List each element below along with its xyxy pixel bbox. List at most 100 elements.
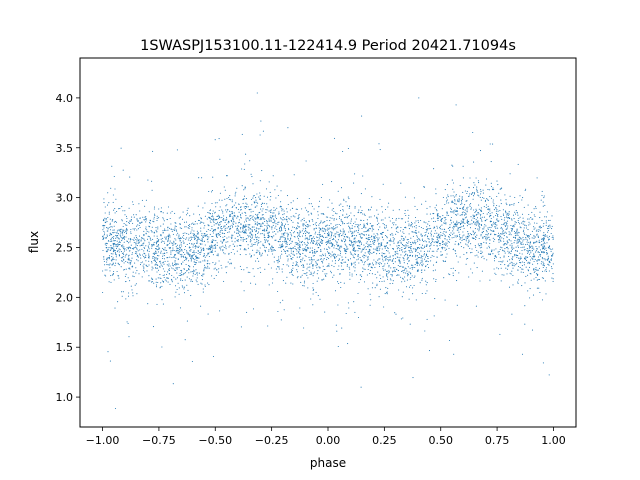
data-point: [165, 280, 168, 282]
data-point: [389, 256, 391, 258]
data-point: [481, 224, 483, 227]
data-point: [300, 231, 302, 233]
data-point: [518, 217, 520, 220]
data-point: [266, 203, 268, 205]
chart-title: 1SWASPJ153100.11-122414.9 Period 20421.7…: [140, 38, 516, 54]
data-point: [227, 261, 229, 263]
data-point: [323, 221, 325, 223]
data-point: [281, 253, 283, 255]
data-point: [446, 245, 448, 247]
data-point: [481, 220, 483, 222]
data-point: [493, 203, 495, 205]
data-point: [466, 208, 468, 210]
data-point: [495, 234, 497, 236]
data-point: [251, 243, 253, 245]
data-point: [487, 211, 490, 214]
data-point: [496, 219, 498, 221]
data-point: [117, 238, 119, 240]
data-point: [360, 251, 362, 253]
data-point: [277, 262, 279, 264]
data-point: [340, 265, 343, 267]
data-point: [406, 254, 409, 256]
data-point: [144, 247, 146, 250]
data-point: [550, 249, 552, 251]
data-point: [473, 215, 475, 217]
data-point: [364, 260, 366, 263]
data-point: [470, 208, 472, 210]
data-point: [216, 215, 218, 217]
data-point: [391, 222, 394, 224]
data-point: [155, 257, 157, 259]
data-point: [342, 228, 344, 230]
data-point: [396, 252, 398, 254]
data-point: [514, 250, 517, 252]
data-point: [450, 211, 452, 213]
data-point: [216, 221, 219, 223]
data-point: [200, 250, 202, 252]
data-point: [501, 237, 503, 239]
data-point: [117, 245, 119, 247]
data-point: [506, 228, 508, 230]
data-point: [467, 245, 469, 247]
data-point: [117, 236, 119, 238]
data-point: [187, 265, 190, 267]
data-point: [400, 235, 402, 237]
data-point: [202, 291, 204, 293]
data-point: [415, 220, 417, 222]
data-point: [114, 208, 116, 210]
data-point: [126, 227, 128, 229]
data-point: [545, 222, 547, 224]
data-point: [312, 220, 314, 222]
data-point: [338, 217, 341, 219]
data-point: [464, 214, 466, 216]
data-point: [443, 260, 445, 263]
data-point: [153, 208, 155, 210]
data-point: [353, 250, 355, 252]
data-point: [167, 244, 169, 246]
data-point: [142, 254, 144, 256]
data-point: [410, 247, 412, 249]
data-point: [181, 250, 183, 252]
data-point: [305, 249, 308, 251]
data-point: [116, 232, 118, 234]
data-point: [532, 263, 534, 265]
data-point: [357, 254, 359, 256]
data-point: [552, 248, 554, 250]
data-point: [303, 285, 305, 287]
data-point: [358, 262, 360, 264]
data-point: [143, 266, 145, 268]
data-point: [240, 326, 242, 328]
data-point: [500, 216, 502, 218]
data-point: [194, 237, 196, 239]
data-point: [361, 232, 363, 234]
data-point: [527, 252, 529, 254]
data-point: [461, 196, 463, 198]
data-point: [550, 232, 552, 235]
data-point: [162, 237, 164, 239]
data-point: [365, 255, 367, 257]
data-point: [273, 209, 275, 211]
data-point: [416, 258, 418, 260]
data-point: [402, 239, 404, 242]
data-point: [172, 256, 174, 258]
data-point: [135, 238, 137, 241]
data-point: [398, 217, 400, 219]
data-point: [105, 218, 107, 220]
data-point: [108, 281, 110, 283]
data-point: [178, 235, 180, 237]
data-point: [356, 225, 359, 227]
data-point: [521, 222, 523, 224]
data-point: [390, 279, 392, 281]
data-point: [166, 277, 168, 280]
data-point: [519, 267, 521, 269]
data-point: [428, 238, 430, 240]
data-point: [169, 227, 171, 229]
data-point: [404, 267, 406, 269]
data-point: [254, 234, 257, 236]
data-point: [516, 254, 518, 256]
data-point: [464, 222, 466, 224]
data-point: [178, 267, 180, 269]
data-point: [133, 276, 135, 278]
data-point: [465, 212, 467, 215]
data-point: [160, 225, 162, 227]
